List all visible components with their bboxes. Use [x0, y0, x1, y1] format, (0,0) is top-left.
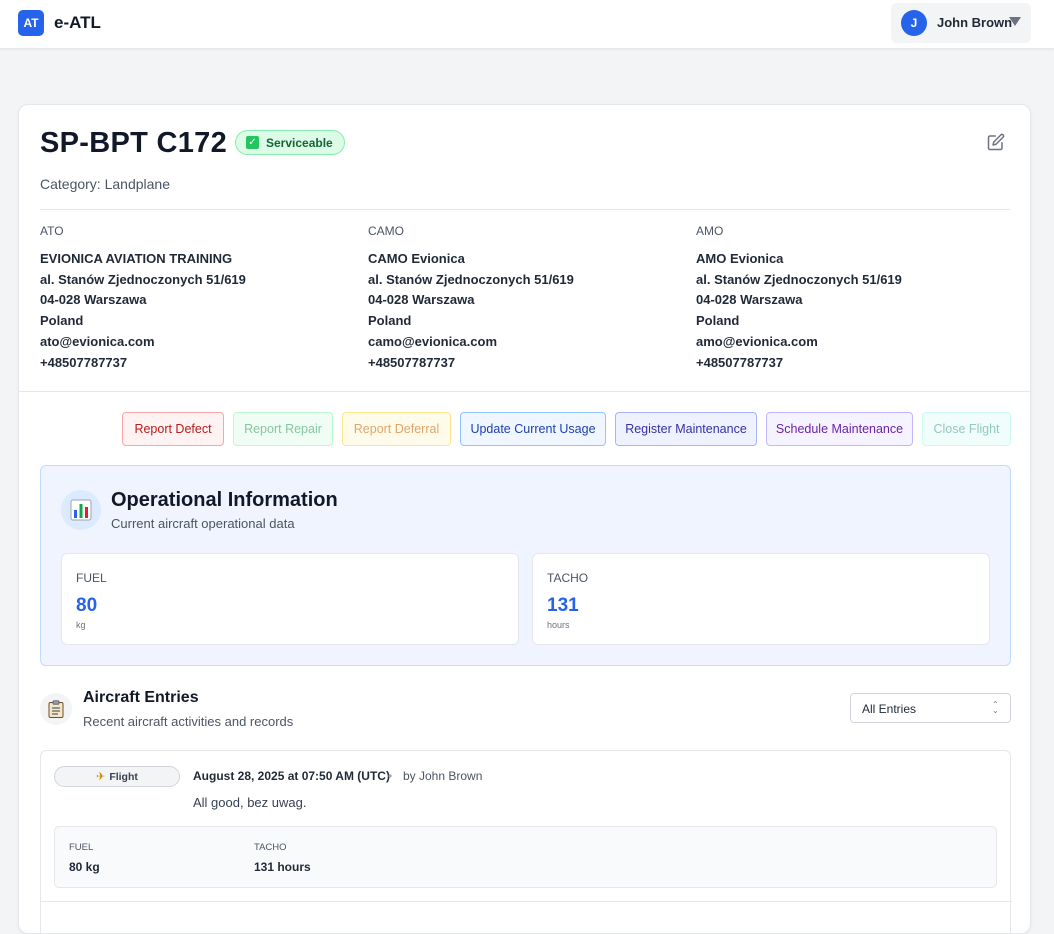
org-country: Poland [368, 313, 412, 329]
entry-date: August 28, 2025 at 07:50 AM (UTC) [193, 769, 390, 783]
org-street: al. Stanów Zjednoczonych 51/619 [696, 271, 902, 287]
org-email: ato@evionica.com [40, 333, 155, 349]
entry-tacho-label: TACHO [254, 842, 287, 853]
fuel-metric: FUEL 80 kg [61, 553, 519, 645]
metric-unit: hours [547, 620, 570, 630]
org-label: CAMO [368, 224, 404, 238]
entry-fuel-value: 80 kg [69, 860, 100, 874]
divider [40, 209, 1010, 210]
status-badge-label: Serviceable [266, 135, 333, 150]
caret-down-icon [1009, 17, 1021, 26]
report-defect-button[interactable]: Report Defect [122, 412, 224, 446]
tacho-metric: TACHO 131 hours [532, 553, 990, 645]
org-ato: ATO EVIONICA AVIATION TRAINING al. Stanó… [40, 224, 350, 373]
user-name: John Brown [937, 15, 1013, 30]
register-maintenance-button[interactable]: Register Maintenance [615, 412, 757, 446]
metric-label: TACHO [547, 571, 589, 585]
org-email: amo@evionica.com [696, 333, 818, 349]
entries-title: Aircraft Entries [83, 689, 199, 706]
metric-unit: kg [76, 620, 86, 630]
select-value: All Entries [862, 702, 917, 716]
org-email: camo@evionica.com [368, 333, 498, 349]
operational-subtitle: Current aircraft operational data [111, 516, 295, 531]
divider [19, 391, 1030, 392]
metric-value: 131 [547, 595, 579, 616]
operational-title: Operational Information [111, 489, 338, 511]
org-street: al. Stanów Zjednoczonych 51/619 [368, 271, 574, 287]
org-street: al. Stanów Zjednoczonych 51/619 [40, 271, 246, 287]
schedule-maintenance-button[interactable]: Schedule Maintenance [766, 412, 913, 446]
airplane-icon: ✈ [96, 771, 106, 783]
avatar: J [901, 10, 927, 36]
app-logo[interactable]: AT [18, 10, 44, 36]
divider [41, 901, 1012, 902]
entry-message: All good, bez uwag. [193, 795, 307, 810]
metric-value: 80 [76, 595, 98, 616]
entry-type-label: Flight [109, 770, 138, 783]
user-menu[interactable]: J John Brown [891, 3, 1031, 43]
report-repair-button[interactable]: Report Repair [233, 412, 333, 446]
org-city: 04-028 Warszawa [40, 292, 147, 308]
clipboard-icon [40, 693, 72, 725]
chevron-up-down-icon: ⌃ ⌄ [992, 700, 999, 715]
operational-info-panel: Operational Information Current aircraft… [40, 465, 1011, 666]
org-name: EVIONICA AVIATION TRAINING [40, 251, 233, 266]
aircraft-card: SP-BPT C172 ✓ Serviceable Category: Land… [18, 104, 1031, 934]
org-country: Poland [696, 313, 740, 329]
entry-fuel-label: FUEL [69, 842, 94, 853]
org-name: CAMO Evionica [368, 251, 465, 266]
close-flight-button[interactable]: Close Flight [922, 412, 1011, 446]
entry-type-badge: ✈ Flight [54, 766, 180, 787]
org-camo: CAMO CAMO Evionica al. Stanów Zjednoczon… [368, 224, 678, 373]
org-city: 04-028 Warszawa [368, 292, 475, 308]
entry-tacho-value: 131 hours [254, 860, 311, 874]
org-label: AMO [696, 224, 724, 238]
org-amo: AMO AMO Evionica al. Stanów Zjednoczonyc… [696, 224, 1006, 373]
entries-subtitle: Recent aircraft activities and records [83, 714, 294, 729]
checkmark-icon: ✓ [246, 136, 259, 149]
org-phone: +48507787737 [696, 354, 784, 370]
update-current-usage-button[interactable]: Update Current Usage [460, 412, 606, 446]
page-title: SP-BPT C172 [40, 127, 228, 159]
metric-label: FUEL [76, 571, 107, 585]
entries-filter-select[interactable]: All Entries ⌃ ⌄ [850, 693, 1011, 723]
bar-chart-icon [61, 490, 101, 530]
org-country: Poland [40, 313, 84, 329]
top-bar: AT e-ATL J John Brown [0, 0, 1054, 49]
report-deferral-button[interactable]: Report Deferral [342, 412, 451, 446]
org-label: ATO [40, 224, 64, 238]
org-name: AMO Evionica [696, 251, 784, 266]
edit-icon[interactable] [987, 133, 1005, 151]
category-text: Category: Landplane [40, 176, 170, 192]
entry-usage-box: FUEL 80 kg TACHO 131 hours [54, 826, 997, 888]
app-name[interactable]: e-ATL [54, 13, 101, 32]
entry-author: by John Brown [403, 769, 483, 783]
status-badge: ✓ Serviceable [235, 130, 345, 155]
org-city: 04-028 Warszawa [696, 292, 803, 308]
entry-card[interactable]: ✈ Flight August 28, 2025 at 07:50 AM (UT… [40, 750, 1012, 933]
org-phone: +48507787737 [368, 354, 456, 370]
org-phone: +48507787737 [40, 354, 128, 370]
entry-separator: • [388, 769, 393, 783]
